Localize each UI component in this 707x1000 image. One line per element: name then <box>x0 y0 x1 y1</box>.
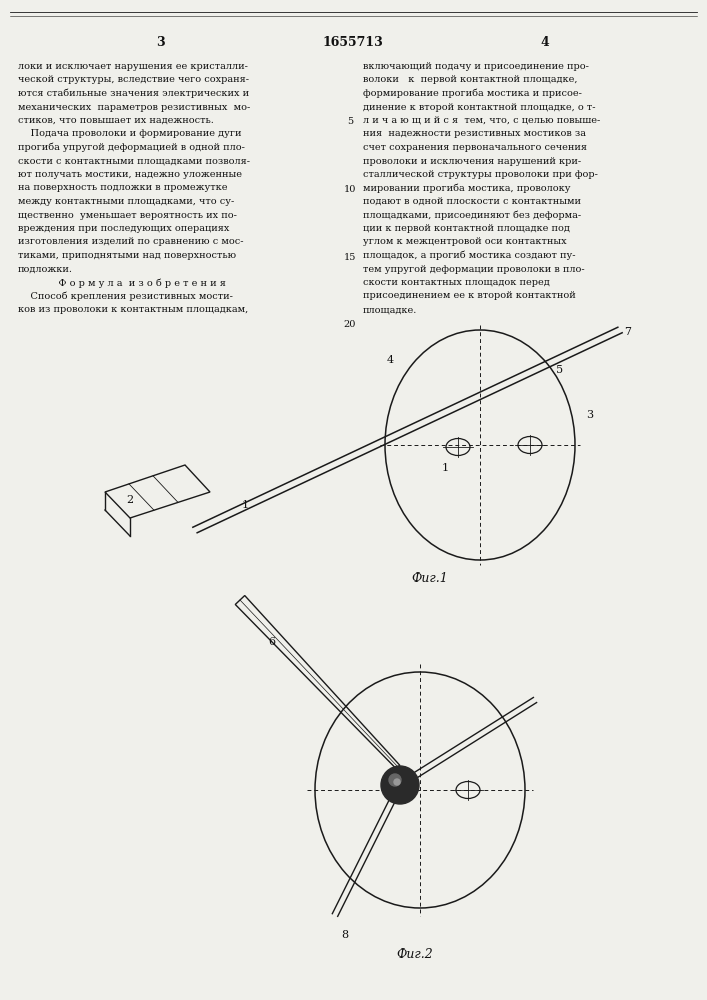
Text: проволоки и исключения нарушений кри-: проволоки и исключения нарушений кри- <box>363 156 581 165</box>
Text: 5: 5 <box>556 365 563 375</box>
Text: ния  надежности резистивных мостиков за: ния надежности резистивных мостиков за <box>363 129 586 138</box>
Text: стиков, что повышает их надежность.: стиков, что повышает их надежность. <box>18 116 214 125</box>
Text: 8: 8 <box>341 930 349 940</box>
Text: площадками, присоединяют без деформа-: площадками, присоединяют без деформа- <box>363 211 581 220</box>
Text: скости контактных площадок перед: скости контактных площадок перед <box>363 278 550 287</box>
Text: ют получать мостики, надежно уложенные: ют получать мостики, надежно уложенные <box>18 170 242 179</box>
Text: 2: 2 <box>127 495 134 505</box>
Text: ются стабильные значения электрических и: ются стабильные значения электрических и <box>18 89 249 99</box>
Text: углом к межцентровой оси контактных: углом к межцентровой оси контактных <box>363 237 566 246</box>
Text: ческой структуры, вследствие чего сохраня-: ческой структуры, вследствие чего сохран… <box>18 76 249 85</box>
Text: механических  параметров резистивных  мо-: механических параметров резистивных мо- <box>18 103 250 111</box>
Text: 4: 4 <box>387 355 394 365</box>
Text: 5: 5 <box>347 117 353 126</box>
Text: 3: 3 <box>586 410 594 420</box>
Text: Способ крепления резистивных мости-: Способ крепления резистивных мости- <box>18 292 233 301</box>
Text: локи и исключает нарушения ее кристалли-: локи и исключает нарушения ее кристалли- <box>18 62 248 71</box>
Text: на поверхность подложки в промежутке: на поверхность подложки в промежутке <box>18 184 228 192</box>
Text: 1: 1 <box>441 463 448 473</box>
Text: ции к первой контактной площадке под: ции к первой контактной площадке под <box>363 224 570 233</box>
Text: волоки   к  первой контактной площадке,: волоки к первой контактной площадке, <box>363 76 578 85</box>
Text: 10: 10 <box>344 185 356 194</box>
Text: изготовления изделий по сравнению с мос-: изготовления изделий по сравнению с мос- <box>18 237 243 246</box>
Text: скости с контактными площадками позволя-: скости с контактными площадками позволя- <box>18 156 250 165</box>
Text: подают в одной плоскости с контактными: подают в одной плоскости с контактными <box>363 197 581 206</box>
Circle shape <box>389 774 401 786</box>
Circle shape <box>394 779 400 785</box>
Text: 4: 4 <box>541 35 549 48</box>
Circle shape <box>381 766 419 804</box>
Text: Ф о р м у л а  и з о б р е т е н и я: Ф о р м у л а и з о б р е т е н и я <box>46 278 226 288</box>
Text: площадке.: площадке. <box>363 305 417 314</box>
Text: 1655713: 1655713 <box>322 35 383 48</box>
Text: вреждения при последующих операциях: вреждения при последующих операциях <box>18 224 229 233</box>
Text: включающий подачу и присоединение про-: включающий подачу и присоединение про- <box>363 62 589 71</box>
Text: 3: 3 <box>156 35 164 48</box>
Text: Фиг.2: Фиг.2 <box>397 948 433 962</box>
Text: 15: 15 <box>344 252 356 261</box>
Text: мировании прогиба мостика, проволоку: мировании прогиба мостика, проволоку <box>363 184 571 193</box>
Text: Фиг.1: Фиг.1 <box>411 572 448 584</box>
Text: 1: 1 <box>241 500 249 510</box>
Text: 7: 7 <box>624 327 631 337</box>
Text: прогиба упругой деформацией в одной пло-: прогиба упругой деформацией в одной пло- <box>18 143 245 152</box>
Text: формирование прогиба мостика и присое-: формирование прогиба мостика и присое- <box>363 89 582 99</box>
Text: 20: 20 <box>344 320 356 329</box>
Text: л и ч а ю щ и й с я  тем, что, с целью повыше-: л и ч а ю щ и й с я тем, что, с целью по… <box>363 116 600 125</box>
Text: площадок, а прогиб мостика создают пу-: площадок, а прогиб мостика создают пу- <box>363 251 575 260</box>
Text: подложки.: подложки. <box>18 264 73 273</box>
Text: тем упругой деформации проволоки в пло-: тем упругой деформации проволоки в пло- <box>363 264 585 273</box>
Text: тиками, приподнятыми над поверхностью: тиками, приподнятыми над поверхностью <box>18 251 236 260</box>
Text: сталлической структуры проволоки при фор-: сталлической структуры проволоки при фор… <box>363 170 598 179</box>
Text: динение к второй контактной площадке, о т-: динение к второй контактной площадке, о … <box>363 103 595 111</box>
Text: ков из проволоки к контактным площадкам,: ков из проволоки к контактным площадкам, <box>18 305 248 314</box>
Text: щественно  уменьшает вероятность их по-: щественно уменьшает вероятность их по- <box>18 211 237 220</box>
Text: между контактными площадками, что су-: между контактными площадками, что су- <box>18 197 234 206</box>
Text: присоединением ее к второй контактной: присоединением ее к второй контактной <box>363 292 575 300</box>
Text: счет сохранения первоначального сечения: счет сохранения первоначального сечения <box>363 143 587 152</box>
Text: 6: 6 <box>269 637 276 647</box>
Text: Подача проволоки и формирование дуги: Подача проволоки и формирование дуги <box>18 129 242 138</box>
